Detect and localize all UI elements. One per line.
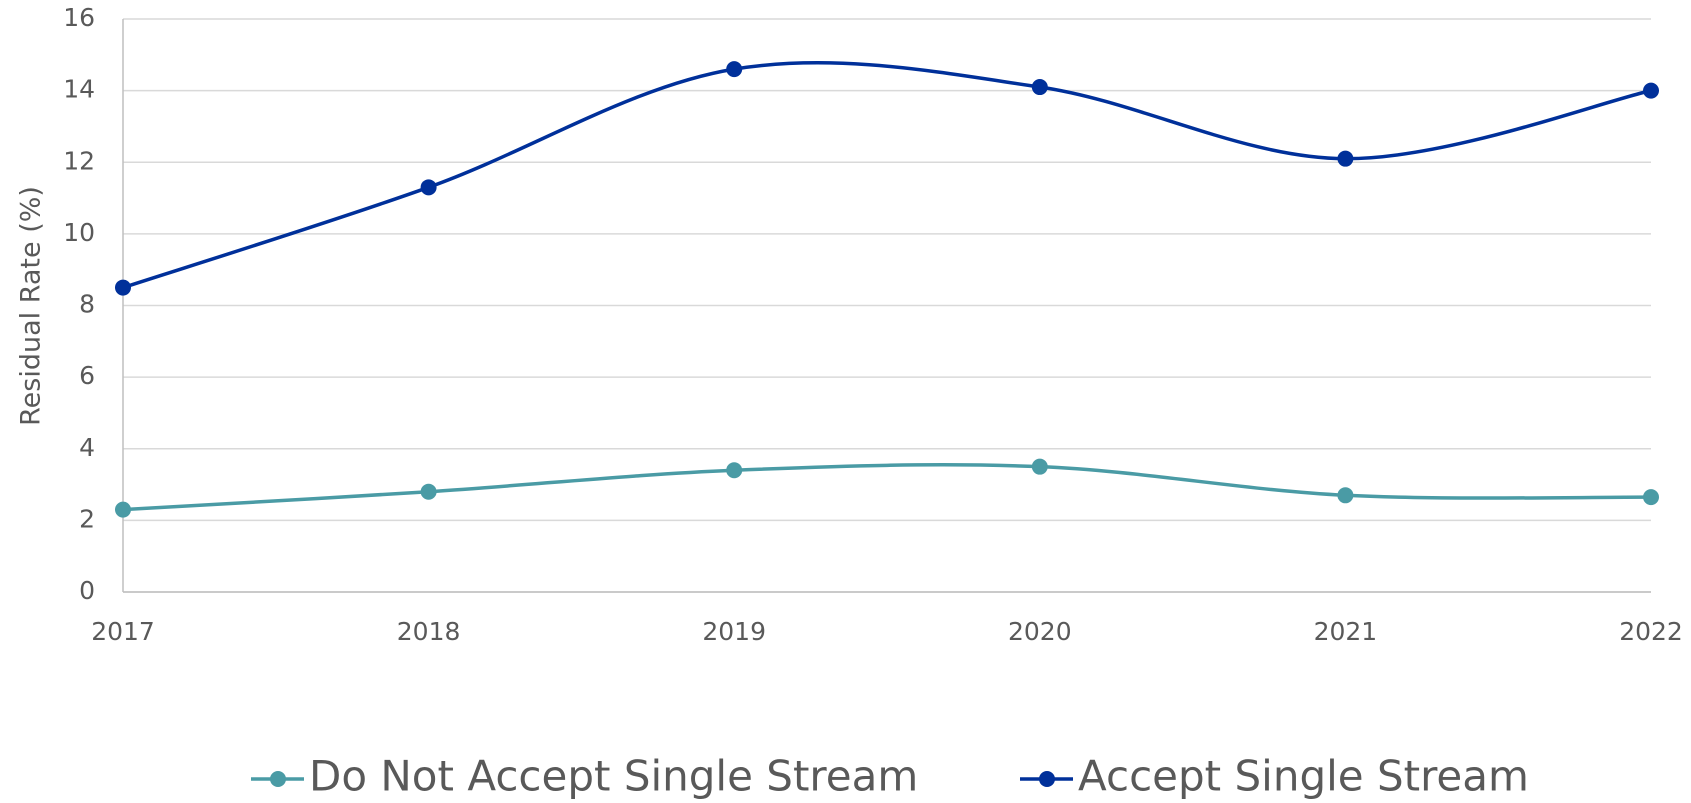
data-point bbox=[1337, 487, 1354, 504]
data-point bbox=[115, 279, 131, 296]
x-tick-label: 2021 bbox=[1314, 617, 1378, 646]
y-tick-label: 14 bbox=[63, 75, 95, 104]
legend-marker bbox=[270, 771, 286, 787]
data-point bbox=[1031, 458, 1048, 475]
series-line bbox=[122, 463, 1652, 512]
series-line bbox=[122, 61, 1652, 290]
data-point bbox=[1031, 79, 1048, 96]
y-tick-label: 2 bbox=[79, 504, 95, 533]
x-tick-label: 2019 bbox=[702, 617, 766, 646]
x-tick-label: 2022 bbox=[1619, 617, 1683, 646]
data-point bbox=[1643, 489, 1659, 506]
legend-label: Accept Single Stream bbox=[1078, 752, 1529, 801]
data-point bbox=[726, 61, 743, 78]
data-point bbox=[420, 179, 437, 196]
y-axis-title: Residual Rate (%) bbox=[16, 186, 47, 426]
x-tick-label: 2018 bbox=[397, 617, 461, 646]
x-tick-label: 2017 bbox=[91, 617, 155, 646]
legend-label: Do Not Accept Single Stream bbox=[309, 752, 918, 801]
y-tick-label: 6 bbox=[79, 361, 95, 390]
y-tick-label: 16 bbox=[63, 3, 95, 32]
data-point bbox=[1643, 82, 1659, 99]
x-tick-label: 2020 bbox=[1008, 617, 1072, 646]
data-point bbox=[115, 501, 131, 518]
legend-marker bbox=[1039, 771, 1055, 787]
y-tick-label: 4 bbox=[79, 433, 95, 462]
y-tick-label: 10 bbox=[63, 218, 95, 247]
y-tick-label: 0 bbox=[79, 576, 95, 605]
y-tick-label: 8 bbox=[79, 290, 95, 319]
y-tick-label: 12 bbox=[63, 146, 95, 175]
data-point bbox=[726, 462, 743, 479]
data-point bbox=[1337, 150, 1354, 167]
data-point bbox=[420, 483, 437, 500]
